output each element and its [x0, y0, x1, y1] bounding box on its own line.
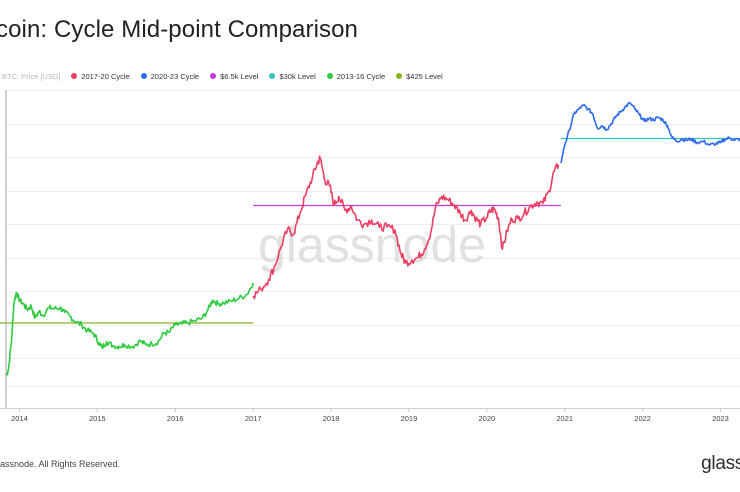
- watermark-text: glassnode: [258, 217, 486, 273]
- legend-label-6-5k-level: $6.5k Level: [220, 71, 259, 81]
- series-line-2017-20-cycle[interactable]: [252, 155, 560, 300]
- legend-dot-425-level: [396, 73, 403, 79]
- legend-item-6-5k-level[interactable]: $6.5k Level: [210, 72, 258, 81]
- x-tick-label: 2018: [323, 414, 340, 423]
- chart-legend: BTC: Price [USD] 2017-20 Cycle 2020-23 C…: [0, 69, 454, 83]
- legend-dot-2013-16-cycle: [326, 73, 333, 79]
- series-line-2020-23-cycle[interactable]: [560, 101, 740, 164]
- series-line-2013-16-cycle[interactable]: [5, 282, 254, 377]
- legend-item-btc-price[interactable]: BTC: Price [USD]: [0, 72, 60, 81]
- x-tick-label: 2014: [11, 414, 28, 423]
- x-tick-label: 2017: [245, 414, 262, 423]
- legend-label-btc-price: BTC: Price [USD]: [2, 71, 61, 81]
- x-tick-label: 2020: [478, 414, 495, 423]
- legend-item-2020-23-cycle[interactable]: 2020-23 Cycle: [140, 71, 200, 81]
- page-title: coin: Cycle Mid-point Comparison: [0, 16, 359, 43]
- footer-logo: glass: [701, 453, 740, 474]
- x-axis-ticks: 2014 2015 2016 2017 2018 2019 2020 2021 2022 2023: [11, 408, 729, 423]
- legend-label-30k-level: $30k Level: [279, 71, 316, 81]
- legend-label-2013-16-cycle: 2013-16 Cycle: [336, 71, 386, 81]
- legend-label-2017-20-cycle: 2017-20 Cycle: [81, 71, 130, 81]
- x-tick-label: 2015: [89, 414, 106, 423]
- x-tick-label: 2023: [712, 414, 729, 423]
- legend-dot-30k-level: [269, 73, 276, 79]
- legend-label-2020-23-cycle: 2020-23 Cycle: [150, 71, 200, 81]
- level-lines: [0, 137, 740, 324]
- legend-item-2013-16-cycle[interactable]: 2013-16 Cycle: [326, 71, 386, 81]
- footer-copyright: lassnode. All Rights Reserved.: [0, 459, 121, 469]
- series-lines: [5, 101, 740, 377]
- legend-item-30k-level[interactable]: $30k Level: [269, 71, 316, 81]
- x-tick-label: 2019: [401, 414, 418, 423]
- legend-item-2017-20-cycle[interactable]: 2017-20 Cycle: [71, 71, 130, 81]
- chart-grid: [6, 90, 740, 387]
- x-tick-label: 2021: [556, 414, 573, 423]
- legend-dot-6-5k-level: [210, 73, 217, 79]
- x-tick-label: 2022: [634, 414, 651, 423]
- legend-label-425-level: $425 Level: [406, 71, 443, 81]
- x-tick-label: 2016: [167, 414, 184, 423]
- legend-item-425-level[interactable]: $425 Level: [396, 72, 443, 81]
- legend-dot-2020-23-cycle: [140, 73, 147, 79]
- legend-dot-2017-20-cycle: [71, 73, 78, 79]
